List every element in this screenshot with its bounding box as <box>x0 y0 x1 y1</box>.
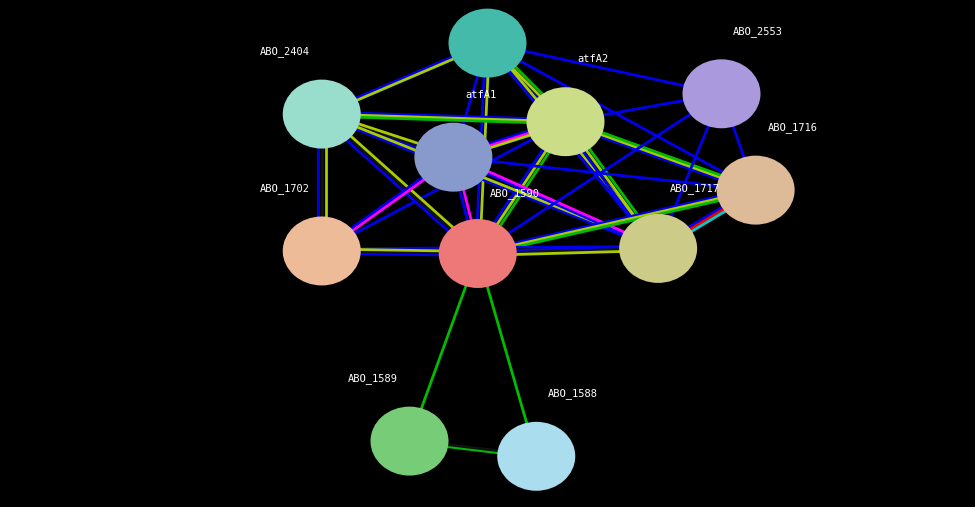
Ellipse shape <box>448 9 526 78</box>
Text: ABO_1716: ABO_1716 <box>767 122 817 133</box>
Text: ABO_2553: ABO_2553 <box>733 25 783 37</box>
Text: ABO_1590: ABO_1590 <box>489 188 539 199</box>
Text: ABO_1717: ABO_1717 <box>670 183 720 194</box>
Ellipse shape <box>414 123 492 192</box>
Text: atfA2: atfA2 <box>577 54 608 64</box>
Ellipse shape <box>717 156 795 225</box>
Ellipse shape <box>439 219 517 288</box>
Ellipse shape <box>682 59 761 128</box>
Ellipse shape <box>283 216 361 285</box>
Text: ABO_1702: ABO_1702 <box>260 183 310 194</box>
Ellipse shape <box>283 80 361 149</box>
Ellipse shape <box>526 87 604 156</box>
Text: ABO_2404: ABO_2404 <box>260 46 310 57</box>
Ellipse shape <box>497 422 575 491</box>
Ellipse shape <box>370 407 448 476</box>
Text: atfA1: atfA1 <box>465 90 496 100</box>
Text: ABO_1589: ABO_1589 <box>348 373 398 384</box>
Text: ABO_1588: ABO_1588 <box>548 388 598 399</box>
Ellipse shape <box>619 214 697 283</box>
